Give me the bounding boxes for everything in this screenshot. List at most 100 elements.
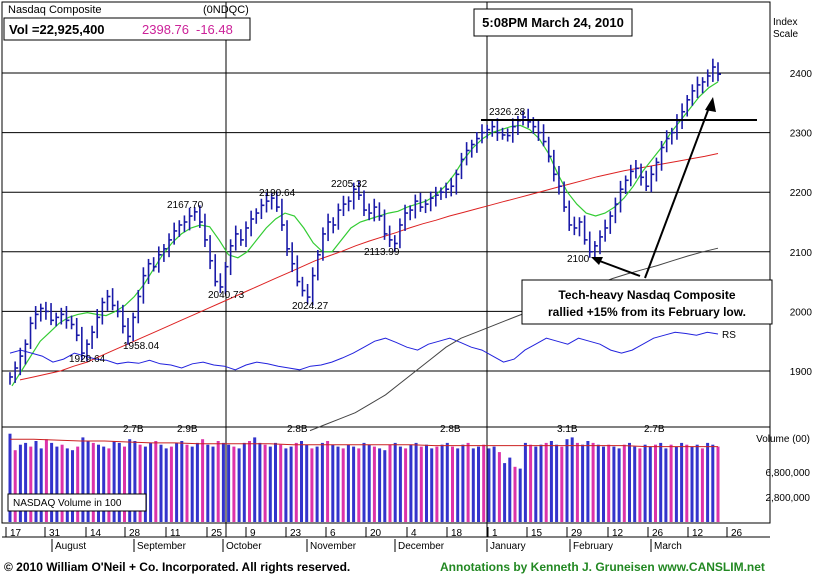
price-bar <box>378 202 383 221</box>
price-bar <box>496 118 501 141</box>
volume-annotation: 2.8B <box>440 424 461 435</box>
volume-bar <box>414 442 418 522</box>
price-bar <box>655 157 660 182</box>
y-tick-label: 2400 <box>790 69 813 80</box>
y-tick-label: 2100 <box>790 248 813 259</box>
price-bar <box>137 289 142 324</box>
volume-bar <box>232 446 236 522</box>
price-bar <box>347 196 352 212</box>
ma-50-line <box>11 81 719 387</box>
volume-bar <box>440 444 444 522</box>
y-tick-label: 1900 <box>790 367 813 378</box>
price-bar <box>224 261 229 295</box>
x-month-label: November <box>310 541 357 552</box>
price-bar <box>352 182 357 210</box>
volume-annotation: 2.7B <box>123 424 144 435</box>
price-bar <box>168 233 173 258</box>
volume-bar <box>549 441 553 522</box>
price-bar <box>691 84 696 106</box>
price-annotation: 2100 <box>567 254 590 265</box>
timestamp-box <box>473 8 633 37</box>
price-bar <box>317 250 321 281</box>
volume-bar <box>284 448 288 522</box>
x-month-label: August <box>55 541 86 552</box>
axis-labels: 2400 2300 2200 2100 2000 1900 RS 1929.64 1958.04… <box>10 69 812 552</box>
volume-bar <box>591 442 595 522</box>
timestamp: 5:08PM March 24, 2010 <box>482 15 624 30</box>
price-bar <box>553 149 557 182</box>
price-bar <box>701 77 706 94</box>
price-annotation: 2205.32 <box>331 179 368 190</box>
price-bar <box>204 213 208 248</box>
price-bar <box>481 124 485 144</box>
price-bar <box>101 297 106 325</box>
price-bar <box>573 216 578 236</box>
volume-bar <box>39 448 43 522</box>
price-bar <box>55 312 60 327</box>
price-bar <box>588 231 593 258</box>
price-bar <box>424 199 429 214</box>
volume-bar <box>633 446 637 522</box>
volume-bar <box>8 433 12 522</box>
volume-bar <box>695 444 699 522</box>
volume-bar <box>18 444 22 522</box>
price-annotation: 2040.73 <box>208 290 245 301</box>
volume-bar <box>378 448 382 522</box>
price-bar <box>311 267 316 306</box>
price-bars <box>9 58 721 385</box>
volume-readout: Vol =22,925,400 <box>9 22 105 37</box>
volume-bar <box>425 444 428 522</box>
change-readout: -16.48 <box>196 22 233 37</box>
price-bar <box>122 304 126 334</box>
price-bar <box>178 220 183 237</box>
price-bar <box>419 192 424 212</box>
x-month-label: December <box>398 541 445 552</box>
volume-bar <box>71 450 74 522</box>
volume-bar <box>154 441 158 522</box>
volume-bar <box>602 446 605 522</box>
volume-bar <box>497 452 501 522</box>
x-day-label: 9 <box>250 528 256 539</box>
volume-bar <box>716 446 720 522</box>
price-bar <box>14 361 19 383</box>
price-bar <box>563 181 568 212</box>
price-bar <box>106 289 111 311</box>
volume-bar <box>24 442 28 522</box>
price-bar <box>286 220 291 256</box>
price-bar <box>609 211 614 234</box>
volume-annotation: 2.9B <box>177 424 198 435</box>
price-bar <box>50 303 55 326</box>
price-bar <box>127 317 131 345</box>
price-bar <box>599 230 603 255</box>
volume-bar <box>659 442 663 522</box>
price-bar <box>19 347 24 376</box>
price-bar <box>157 246 162 273</box>
volume-bar <box>133 441 137 522</box>
volume-bar <box>711 444 715 522</box>
x-day-label: 12 <box>692 528 704 539</box>
y-tick-label: 2200 <box>790 188 813 199</box>
price-bar <box>594 241 598 259</box>
volume-bar <box>570 437 574 522</box>
price-bar <box>363 190 367 217</box>
x-month-label: March <box>654 541 682 552</box>
price-bar <box>337 203 342 230</box>
x-day-label: 18 <box>451 528 463 539</box>
volume-bar <box>336 446 340 522</box>
volume-bar <box>664 448 668 522</box>
x-month-label: September <box>137 541 187 552</box>
price-bar <box>45 301 49 320</box>
price-bar <box>322 227 326 261</box>
price-bar <box>476 132 480 153</box>
price-bar <box>152 257 157 272</box>
volume-bar <box>180 441 184 522</box>
price-bar <box>234 225 239 251</box>
price-bar <box>429 191 434 212</box>
volume-bar <box>466 442 470 522</box>
price-bar <box>332 217 337 234</box>
callout-box <box>521 279 773 325</box>
volume-bar <box>398 446 402 522</box>
price-annotation: 2024.27 <box>292 301 329 312</box>
price-bar <box>373 198 378 222</box>
